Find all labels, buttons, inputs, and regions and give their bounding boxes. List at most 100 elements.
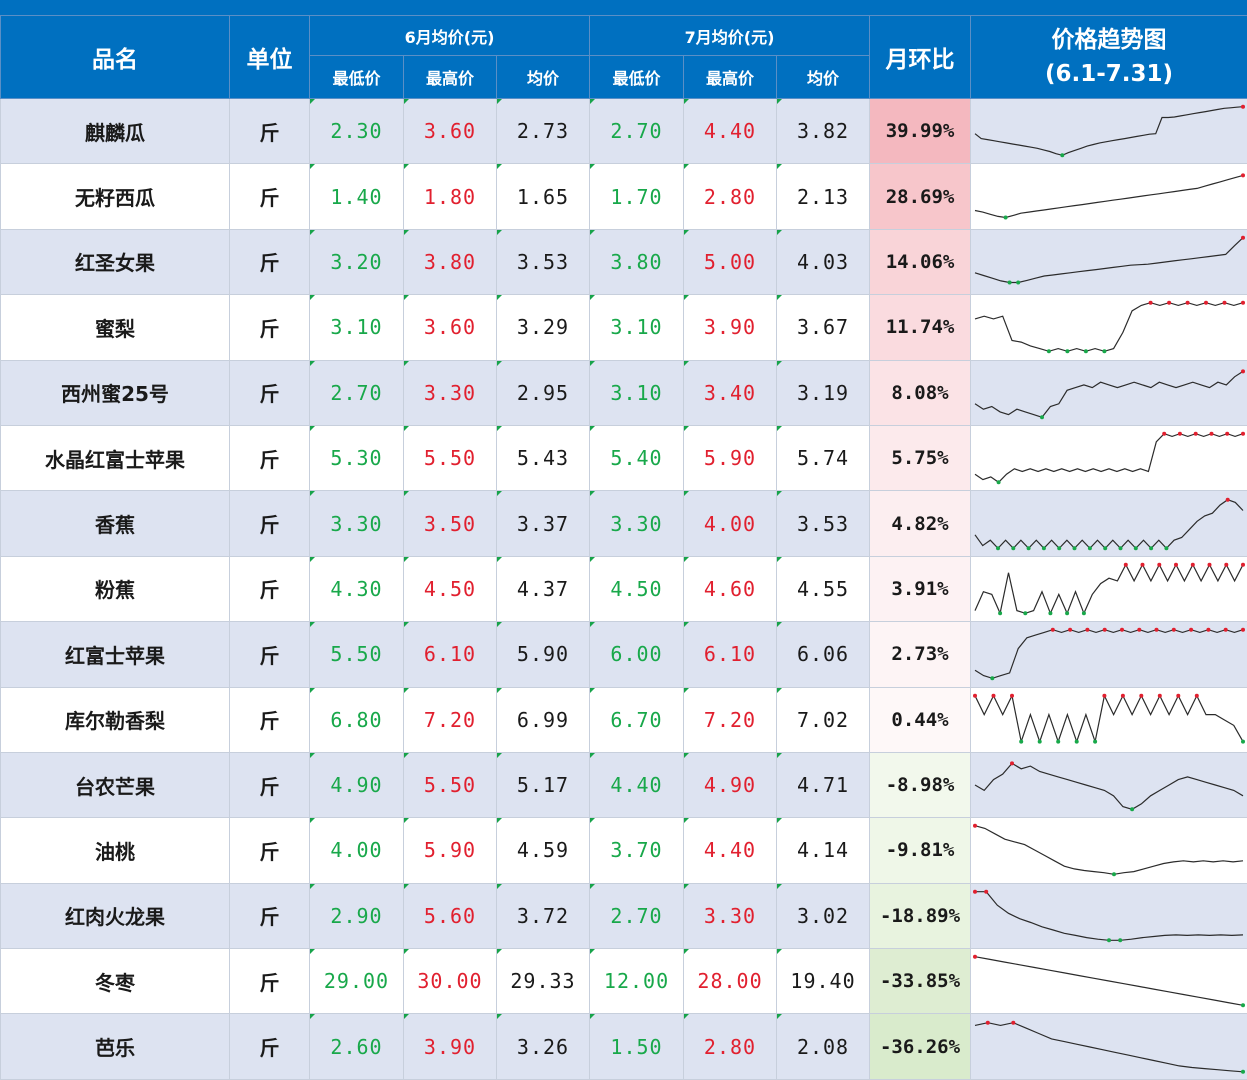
sparkline-low-marker (1016, 280, 1021, 285)
july-avg-price: 4.03 (776, 228, 871, 296)
header-mom: 月环比 (869, 15, 972, 99)
table-row: 芭乐斤 2.60 3.90 3.26 1.50 2.80 2.08 -36.26% (0, 1013, 1247, 1080)
table-row: 冬枣斤 29.00 30.00 29.33 12.00 28.00 19.40 -33.85% (0, 948, 1247, 1015)
sparkline-low-marker (1241, 1069, 1246, 1074)
july-avg-price: 3.19 (776, 359, 871, 426)
june-low-price: 4.30 (309, 555, 404, 623)
mom-change: 2.73% (869, 621, 972, 688)
sparkline-high-marker (1190, 562, 1195, 567)
unit-cell: 斤 (229, 817, 310, 884)
june-high-price: 3.50 (403, 490, 497, 557)
trend-sparkline (970, 424, 1247, 492)
table-row: 台农芒果斤 4.90 5.50 5.17 4.40 4.90 4.71 -8.98% (0, 751, 1247, 819)
sparkline-high-marker (985, 1020, 990, 1025)
july-low-price: 6.70 (589, 686, 685, 753)
sparkline-low-marker (1056, 739, 1061, 744)
sparkline-low-marker (1003, 215, 1008, 220)
header-july-high: 最高价 (683, 55, 778, 99)
sparkline-high-marker (1177, 431, 1182, 436)
june-low-price: 1.40 (309, 163, 404, 230)
july-low-price: 1.50 (589, 1013, 685, 1080)
table-row: 香蕉斤 3.30 3.50 3.37 3.30 4.00 3.53 4.82% (0, 490, 1247, 557)
july-avg-price: 5.74 (776, 424, 871, 492)
july-low-price: 2.70 (589, 97, 685, 165)
trend-sparkline (970, 817, 1247, 884)
sparkline-high-marker (1157, 562, 1162, 567)
sparkline-low-marker (1241, 1003, 1246, 1008)
product-name: 红肉火龙果 (0, 882, 230, 950)
june-high-price: 30.00 (403, 948, 497, 1015)
june-low-price: 3.10 (309, 294, 404, 361)
july-high-price: 3.30 (683, 882, 778, 950)
product-name: 台农芒果 (0, 751, 230, 819)
sparkline-high-marker (1123, 562, 1128, 567)
june-avg-price: 4.37 (495, 555, 591, 623)
june-low-price: 2.90 (309, 882, 404, 950)
july-avg-price: 3.02 (776, 882, 871, 950)
mom-change: 5.75% (869, 424, 972, 492)
product-name: 粉蕉 (0, 555, 230, 623)
trend-sparkline (970, 948, 1247, 1015)
header-july-avg: 均价 (776, 55, 871, 99)
july-low-price: 5.40 (589, 424, 685, 492)
sparkline-chart (973, 954, 1246, 1008)
june-high-price: 4.50 (403, 555, 497, 623)
product-name: 冬枣 (0, 948, 230, 1015)
header-unit: 单位 (229, 15, 310, 99)
sparkline-chart (973, 693, 1246, 744)
sparkline-high-marker (1209, 431, 1214, 436)
sparkline-high-marker (1225, 497, 1230, 502)
july-high-price: 3.90 (683, 294, 778, 361)
sparkline-high-marker (1222, 301, 1227, 306)
sparkline-high-marker (973, 889, 978, 894)
sparkline-high-marker (991, 693, 996, 698)
sparkline-high-marker (1010, 761, 1015, 766)
sparkline-high-marker (973, 693, 978, 698)
unit-cell: 斤 (229, 686, 310, 753)
product-name: 红圣女果 (0, 228, 230, 296)
june-high-price: 3.80 (403, 228, 497, 296)
table-row: 油桃斤 4.00 5.90 4.59 3.70 4.40 4.14 -9.81% (0, 817, 1247, 884)
unit-cell: 斤 (229, 424, 310, 492)
unit-cell: 斤 (229, 163, 310, 230)
unit-cell: 斤 (229, 294, 310, 361)
table-row: 麒麟瓜斤 2.30 3.60 2.73 2.70 4.40 3.82 39.99% (0, 97, 1247, 165)
unit-cell: 斤 (229, 621, 310, 688)
mom-change: -33.85% (869, 948, 972, 1015)
sparkline-low-marker (1149, 545, 1154, 550)
sparkline-high-marker (1140, 562, 1145, 567)
sparkline-low-marker (1060, 153, 1065, 158)
table-row: 粉蕉斤 4.30 4.50 4.37 4.50 4.60 4.55 3.91% (0, 555, 1247, 623)
sparkline-high-marker (1176, 693, 1181, 698)
header-trend-range: (6.1-7.31) (1045, 61, 1174, 87)
sparkline-low-marker (1065, 349, 1070, 354)
june-avg-price: 2.73 (495, 97, 591, 165)
sparkline-low-marker (1037, 739, 1042, 744)
sparkline-path (975, 890, 1244, 941)
june-low-price: 3.30 (309, 490, 404, 557)
sparkline-chart (974, 431, 1246, 485)
table-row: 库尔勒香梨斤 6.80 7.20 6.99 6.70 7.20 7.02 0.44% (0, 686, 1247, 753)
table-row: 水晶红富士苹果斤 5.30 5.50 5.43 5.40 5.90 5.74 5.75% (0, 424, 1247, 492)
july-avg-price: 6.06 (776, 621, 871, 688)
header-june-avg: 均价 (495, 55, 591, 99)
sparkline-chart (974, 562, 1246, 616)
sparkline-high-marker (1102, 628, 1107, 633)
july-low-price: 3.70 (589, 817, 685, 884)
july-avg-price: 3.67 (776, 294, 871, 361)
july-high-price: 28.00 (683, 948, 778, 1015)
sparkline-high-marker (1174, 562, 1179, 567)
june-low-price: 4.90 (309, 751, 404, 819)
trend-sparkline (970, 490, 1247, 557)
july-avg-price: 4.71 (776, 751, 871, 819)
july-high-price: 2.80 (683, 163, 778, 230)
sparkline-path (974, 174, 1244, 218)
july-avg-price: 7.02 (776, 686, 871, 753)
sparkline-low-marker (998, 611, 1003, 616)
june-avg-price: 3.72 (495, 882, 591, 950)
sparkline-chart (974, 761, 1244, 812)
trend-sparkline (970, 163, 1247, 230)
june-low-price: 3.20 (309, 228, 404, 296)
mom-change: 28.69% (869, 163, 972, 230)
trend-sparkline (970, 294, 1247, 361)
